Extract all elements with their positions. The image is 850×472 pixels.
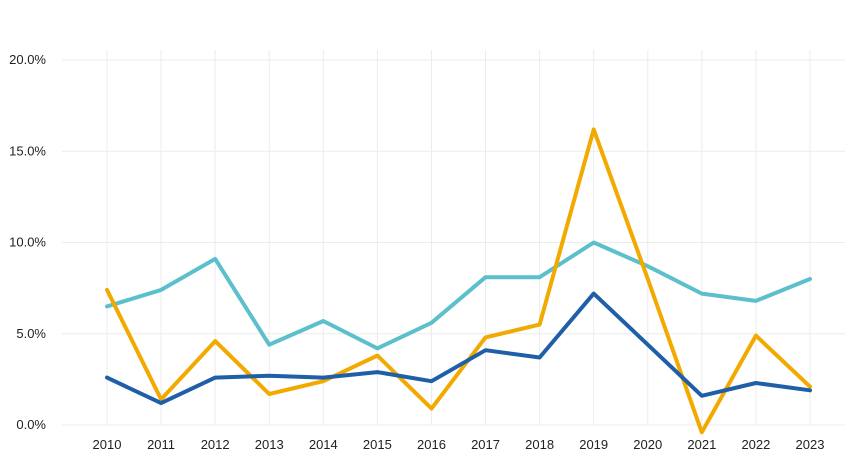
x-tick-label: 2015: [363, 437, 392, 452]
x-tick-label: 2022: [741, 437, 770, 452]
series-lines: [105, 127, 812, 435]
y-tick-label: 20.0%: [9, 52, 46, 67]
x-tick-label: 2014: [309, 437, 338, 452]
y-axis-ticks: 0.0% 5.0% 10.0% 15.0% 20.0%: [9, 52, 46, 432]
series-line-2: [105, 127, 812, 435]
x-tick-label: 2021: [687, 437, 716, 452]
x-tick-label: 2010: [93, 437, 122, 452]
x-tick-label: 2016: [417, 437, 446, 452]
x-tick-label: 2012: [201, 437, 230, 452]
x-tick-label: 2017: [471, 437, 500, 452]
y-tick-label: 10.0%: [9, 235, 46, 250]
x-tick-label: 2019: [579, 437, 608, 452]
y-tick-label: 5.0%: [16, 326, 46, 341]
y-tick-label: 0.0%: [16, 417, 46, 432]
x-tick-label: 2018: [525, 437, 554, 452]
x-tick-label: 2020: [633, 437, 662, 452]
grid: [62, 50, 845, 426]
x-tick-label: 2023: [796, 437, 825, 452]
x-axis-ticks: 2010 2011 2012 2013 2014 2015 2016 2017 2018 2019…: [93, 437, 825, 452]
x-tick-label: 2011: [147, 437, 175, 452]
y-tick-label: 15.0%: [9, 143, 46, 158]
series-line-1: [105, 240, 812, 351]
series-line-3: [105, 291, 812, 406]
x-tick-label: 2013: [255, 437, 284, 452]
